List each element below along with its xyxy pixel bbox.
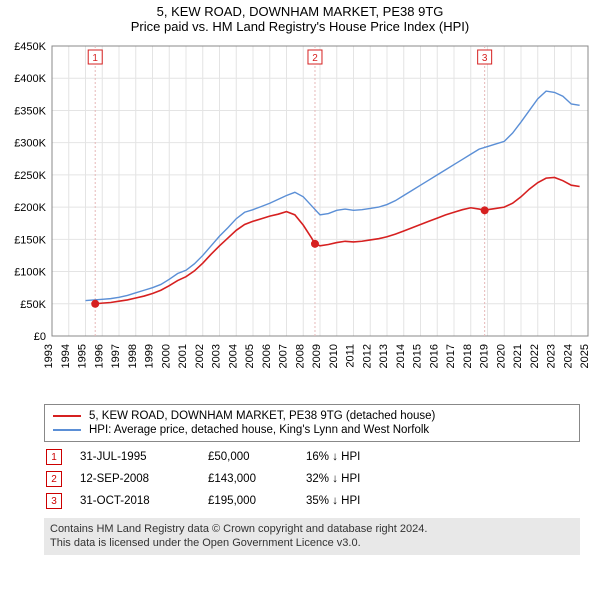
svg-text:£200K: £200K xyxy=(14,202,46,214)
svg-text:2004: 2004 xyxy=(227,344,239,368)
svg-text:£100K: £100K xyxy=(14,267,46,279)
svg-text:2011: 2011 xyxy=(345,344,357,368)
svg-text:2016: 2016 xyxy=(428,344,440,368)
svg-text:2: 2 xyxy=(312,53,318,64)
event-row: 2 12-SEP-2008 £143,000 32% ↓ HPI xyxy=(44,468,580,490)
svg-text:£450K: £450K xyxy=(14,41,46,53)
svg-text:2020: 2020 xyxy=(495,344,507,368)
event-marker: 1 xyxy=(46,449,62,465)
svg-text:2025: 2025 xyxy=(579,344,591,368)
svg-text:1997: 1997 xyxy=(110,344,122,368)
svg-text:2017: 2017 xyxy=(445,344,457,368)
svg-text:2009: 2009 xyxy=(311,344,323,368)
chart-titles: 5, KEW ROAD, DOWNHAM MARKET, PE38 9TG Pr… xyxy=(0,0,600,36)
title-main: 5, KEW ROAD, DOWNHAM MARKET, PE38 9TG xyxy=(0,4,600,19)
svg-text:2014: 2014 xyxy=(395,344,407,368)
legend: 5, KEW ROAD, DOWNHAM MARKET, PE38 9TG (d… xyxy=(44,404,580,442)
svg-text:£250K: £250K xyxy=(14,170,46,182)
svg-text:2005: 2005 xyxy=(244,344,256,368)
svg-text:2013: 2013 xyxy=(378,344,390,368)
event-price: £195,000 xyxy=(208,495,288,507)
svg-text:2001: 2001 xyxy=(177,344,189,368)
event-diff: 16% ↓ HPI xyxy=(306,451,360,463)
svg-text:1: 1 xyxy=(92,53,98,64)
svg-text:1995: 1995 xyxy=(77,344,89,368)
svg-text:2021: 2021 xyxy=(512,344,524,368)
event-marker: 2 xyxy=(46,471,62,487)
legend-label-hpi: HPI: Average price, detached house, King… xyxy=(89,424,429,436)
svg-text:2006: 2006 xyxy=(261,344,273,368)
title-sub: Price paid vs. HM Land Registry's House … xyxy=(0,19,600,36)
svg-text:£400K: £400K xyxy=(14,73,46,85)
svg-text:3: 3 xyxy=(482,53,488,64)
legend-swatch-hpi xyxy=(53,429,81,431)
svg-text:2023: 2023 xyxy=(546,344,558,368)
svg-text:2008: 2008 xyxy=(294,344,306,368)
event-date: 12-SEP-2008 xyxy=(80,473,190,485)
svg-text:£0: £0 xyxy=(34,331,46,343)
chart-area: £0 £50K £100K £150K £200K £250K £300K £350K £400… xyxy=(0,36,600,396)
event-price: £143,000 xyxy=(208,473,288,485)
event-row: 3 31-OCT-2018 £195,000 35% ↓ HPI xyxy=(44,490,580,512)
svg-text:£50K: £50K xyxy=(20,299,46,311)
event-date: 31-OCT-2018 xyxy=(80,495,190,507)
svg-text:2002: 2002 xyxy=(194,344,206,368)
legend-label-paid: 5, KEW ROAD, DOWNHAM MARKET, PE38 9TG (d… xyxy=(89,410,435,422)
svg-text:2015: 2015 xyxy=(412,344,424,368)
event-diff: 35% ↓ HPI xyxy=(306,495,360,507)
svg-text:£350K: £350K xyxy=(14,105,46,117)
svg-text:1996: 1996 xyxy=(93,344,105,368)
svg-text:1998: 1998 xyxy=(127,344,139,368)
svg-text:2000: 2000 xyxy=(160,344,172,368)
svg-text:2007: 2007 xyxy=(278,344,290,368)
event-diff: 32% ↓ HPI xyxy=(306,473,360,485)
legend-row-hpi: HPI: Average price, detached house, King… xyxy=(53,423,571,437)
svg-text:1994: 1994 xyxy=(60,344,72,368)
svg-text:2024: 2024 xyxy=(562,344,574,368)
event-row: 1 31-JUL-1995 £50,000 16% ↓ HPI xyxy=(44,446,580,468)
line-chart-svg: £0 £50K £100K £150K £200K £250K £300K £350K £400… xyxy=(0,36,600,396)
legend-row-paid: 5, KEW ROAD, DOWNHAM MARKET, PE38 9TG (d… xyxy=(53,409,571,423)
svg-text:2022: 2022 xyxy=(529,344,541,368)
svg-text:2010: 2010 xyxy=(328,344,340,368)
svg-text:1993: 1993 xyxy=(43,344,55,368)
event-date: 31-JUL-1995 xyxy=(80,451,190,463)
chart-container: 5, KEW ROAD, DOWNHAM MARKET, PE38 9TG Pr… xyxy=(0,0,600,555)
svg-text:1999: 1999 xyxy=(144,344,156,368)
event-price: £50,000 xyxy=(208,451,288,463)
svg-text:£300K: £300K xyxy=(14,138,46,150)
svg-text:2019: 2019 xyxy=(479,344,491,368)
svg-text:£150K: £150K xyxy=(14,234,46,246)
svg-text:2012: 2012 xyxy=(361,344,373,368)
svg-text:2018: 2018 xyxy=(462,344,474,368)
license-notice: Contains HM Land Registry data © Crown c… xyxy=(44,518,580,555)
svg-text:2003: 2003 xyxy=(211,344,223,368)
license-line1: Contains HM Land Registry data © Crown c… xyxy=(50,522,574,536)
event-marker: 3 xyxy=(46,493,62,509)
legend-swatch-paid xyxy=(53,415,81,417)
license-line2: This data is licensed under the Open Gov… xyxy=(50,536,574,550)
sale-events: 1 31-JUL-1995 £50,000 16% ↓ HPI 2 12-SEP… xyxy=(44,446,580,512)
